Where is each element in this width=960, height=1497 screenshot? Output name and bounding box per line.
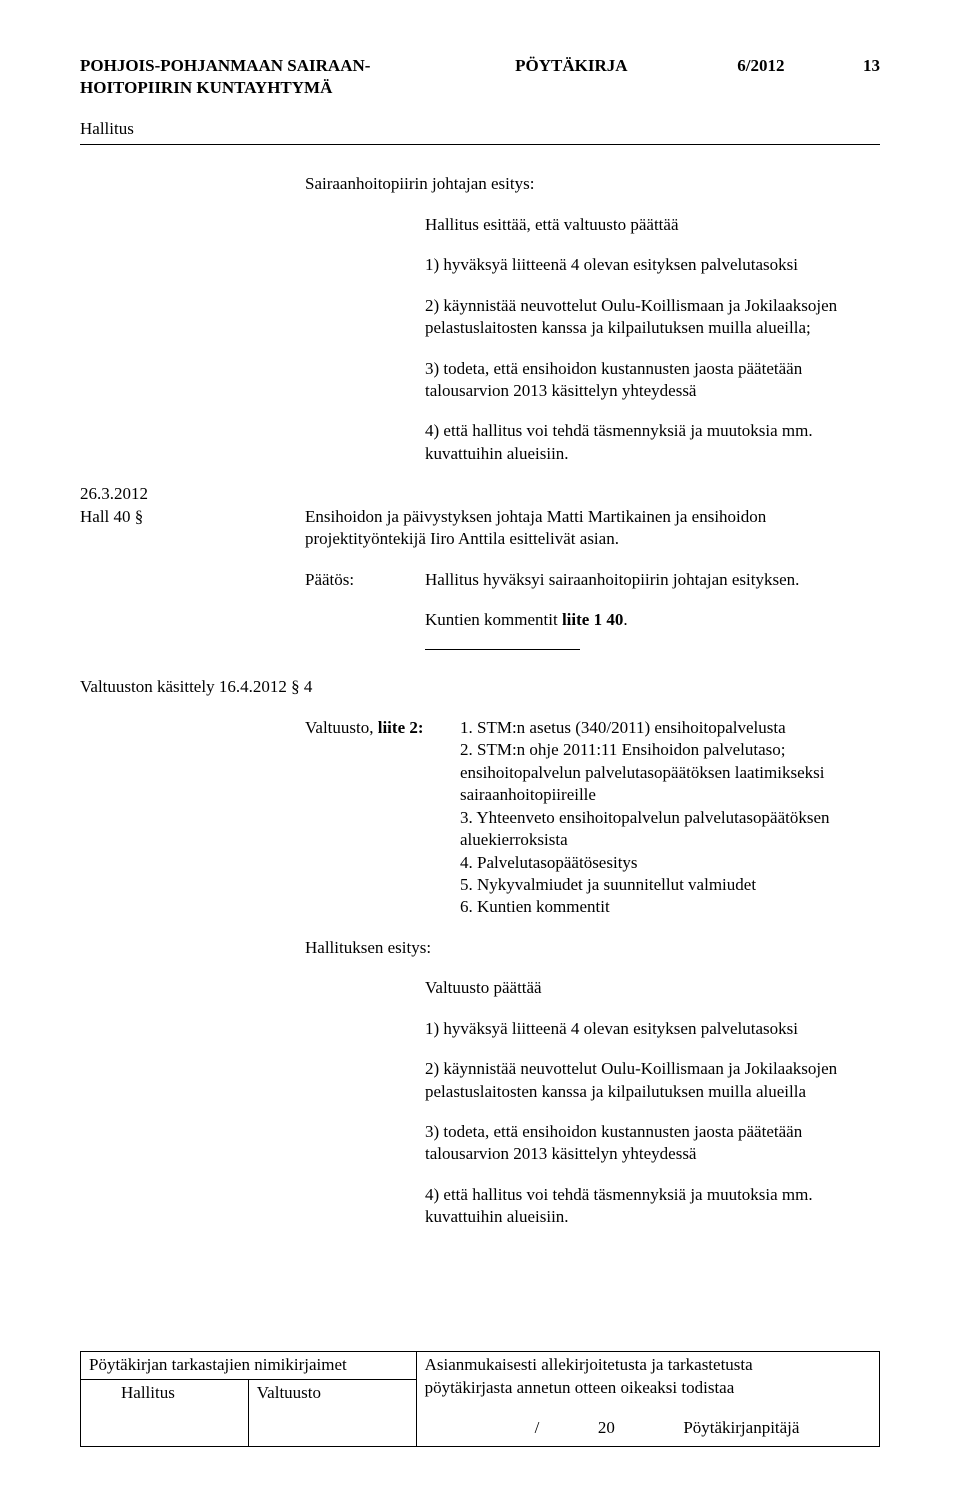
- footer-valtuusto: Valtuusto: [248, 1380, 415, 1446]
- page: POHJOIS-POHJANMAAN SAIRAAN- HOITOPIIRIN …: [0, 0, 960, 1497]
- footer-right-l2: pöytäkirjasta annetun otteen oikeaksi to…: [425, 1377, 871, 1399]
- liite-item-5: 5. Nykyvalmiudet ja suunnitellut valmiud…: [460, 874, 880, 896]
- footer-right-l1: Asianmukaisesti allekirjoitetusta ja tar…: [425, 1354, 871, 1376]
- footer-slash: /: [535, 1418, 540, 1437]
- valtuusto-liite-label: Valtuusto, liite 2:: [305, 717, 460, 739]
- proposal-item-1: 1) hyväksyä liitteenä 4 olevan esityksen…: [425, 254, 880, 276]
- org-line1: POHJOIS-POHJANMAAN SAIRAAN-: [80, 55, 370, 77]
- liite-item-1: 1. STM:n asetus (340/2011) ensihoitopalv…: [460, 717, 880, 739]
- comments-ref: Kuntien kommentit liite 1 40.: [425, 609, 880, 631]
- proposal-item-4: 4) että hallitus voi tehdä täsmennyksiä …: [425, 420, 880, 465]
- footer-top-left: Pöytäkirjan tarkastajien nimikirjaimet: [81, 1352, 417, 1379]
- footer-inner-table: Hallitus Valtuusto: [81, 1380, 416, 1446]
- hall40-date: 26.3.2012: [80, 483, 880, 505]
- hall40-text: Ensihoidon ja päivystyksen johtaja Matti…: [305, 506, 880, 551]
- liite-item-3: 3. Yhteenveto ensihoitopalvelun palvelut…: [460, 807, 880, 852]
- section-label: Hallitus: [80, 118, 880, 140]
- footer-right: Asianmukaisesti allekirjoitetusta ja tar…: [416, 1352, 879, 1447]
- header-org: POHJOIS-POHJANMAAN SAIRAAN- HOITOPIIRIN …: [80, 55, 370, 100]
- valtuusto-heading: Valtuuston käsittely 16.4.2012 § 4: [80, 676, 880, 698]
- liite-item-4: 4. Palvelutasopäätösesitys: [460, 852, 880, 874]
- liite-item-2: 2. STM:n ohje 2011:11 Ensihoidon palvelu…: [460, 739, 880, 806]
- footer-hallitus: Hallitus: [81, 1380, 248, 1446]
- header-row: POHJOIS-POHJANMAAN SAIRAAN- HOITOPIIRIN …: [80, 55, 880, 100]
- hallitus-proposal-label: Hallituksen esitys:: [305, 937, 880, 959]
- proposal-item-3: 3) todeta, että ensihoidon kustannusten …: [425, 358, 880, 403]
- decision-text: Hallitus hyväksyi sairaanhoitopiirin joh…: [425, 569, 880, 591]
- footer-signer: Pöytäkirjanpitäjä: [683, 1418, 799, 1437]
- proposal-title: Sairaanhoitopiirin johtajan esitys:: [305, 173, 880, 195]
- valtuusto-decides: Valtuusto päättää: [425, 977, 880, 999]
- signature-line-1: [425, 649, 580, 650]
- decision-label: Päätös:: [305, 569, 425, 591]
- valtuusto-liite-list: 1. STM:n asetus (340/2011) ensihoitopalv…: [460, 717, 880, 919]
- proposal-intro: Hallitus esittää, että valtuusto päättää: [425, 214, 880, 236]
- hall40-block: 26.3.2012 Hall 40 § Ensihoidon ja päivys…: [80, 483, 880, 668]
- hall40-label: Hall 40 §: [80, 506, 305, 528]
- org-line2: HOITOPIIRIN KUNTAYHTYMÄ: [80, 77, 370, 99]
- footer-table: Pöytäkirjan tarkastajien nimikirjaimet A…: [80, 1351, 880, 1447]
- comments-dot: .: [623, 610, 627, 629]
- document-body: Sairaanhoitopiirin johtajan esitys: Hall…: [80, 173, 880, 1228]
- liite-bold: liite 2:: [378, 718, 424, 737]
- valtuusto-liite-row: Valtuusto, liite 2: 1. STM:n asetus (340…: [80, 717, 880, 919]
- comments-bold: liite 1 40: [562, 610, 623, 629]
- valtuusto-d1: 1) hyväksyä liitteenä 4 olevan esityksen…: [425, 1018, 880, 1040]
- proposal-item-2: 2) käynnistää neuvottelut Oulu-Koillisma…: [425, 295, 880, 340]
- valtuusto-d2: 2) käynnistää neuvottelut Oulu-Koillisma…: [425, 1058, 880, 1103]
- liite-item-6: 6. Kuntien kommentit: [460, 896, 880, 918]
- comments-plain: Kuntien kommentit: [425, 610, 562, 629]
- section-underline: [80, 144, 880, 145]
- issue-number: 6/2012: [737, 56, 784, 75]
- valtuusto-d3: 3) todeta, että ensihoidon kustannusten …: [425, 1121, 880, 1166]
- footer-year: 20: [598, 1418, 615, 1437]
- page-number: 13: [863, 56, 880, 75]
- liite-plain: Valtuusto,: [305, 718, 378, 737]
- header-doctype: PÖYTÄKIRJA: [370, 55, 737, 100]
- footer: Pöytäkirjan tarkastajien nimikirjaimet A…: [80, 1351, 880, 1447]
- footer-date-signer: / 20 Pöytäkirjanpitäjä: [425, 1417, 871, 1439]
- header-meta: 6/2012 13: [737, 55, 880, 100]
- valtuusto-d4: 4) että hallitus voi tehdä täsmennyksiä …: [425, 1184, 880, 1229]
